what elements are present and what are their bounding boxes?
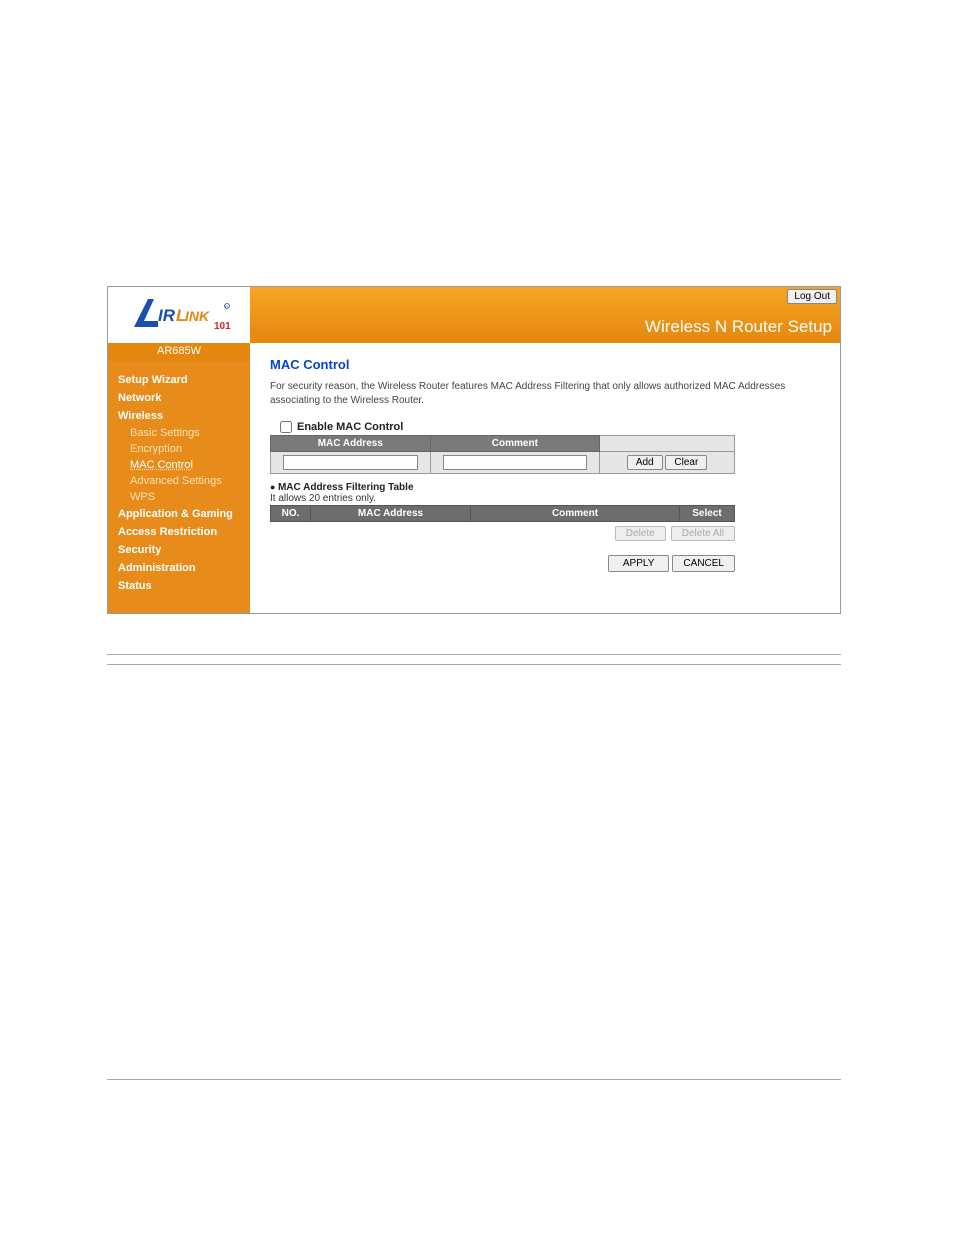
mac-address-input[interactable] <box>283 455 419 470</box>
comment-input[interactable] <box>443 455 588 470</box>
col-mac-address: MAC Address <box>271 436 431 452</box>
header-title: Wireless N Router Setup <box>645 317 832 337</box>
col-mac: MAC Address <box>311 506 471 522</box>
svg-text:101: 101 <box>214 321 231 332</box>
delete-button[interactable]: Delete <box>615 526 666 541</box>
col-comment: Comment <box>430 436 600 452</box>
header-bar: IR L INK 101 R Log Out Wireless N Router… <box>108 287 840 343</box>
svg-text:R: R <box>225 304 228 309</box>
enable-mac-control-checkbox[interactable] <box>280 421 292 433</box>
nav-status[interactable]: Status <box>108 577 250 595</box>
filter-table-sub: It allows 20 entries only. <box>270 493 824 504</box>
page-title: MAC Control <box>270 357 824 372</box>
nav-access-restriction[interactable]: Access Restriction <box>108 523 250 541</box>
filter-table-heading: MAC Address Filtering Table <box>270 482 824 493</box>
nav-network[interactable]: Network <box>108 389 250 407</box>
svg-text:IR: IR <box>158 306 176 325</box>
add-button[interactable]: Add <box>627 455 663 470</box>
page-description: For security reason, the Wireless Router… <box>270 380 810 407</box>
nav-security[interactable]: Security <box>108 541 250 559</box>
nav-wireless-encryption[interactable]: Encryption <box>108 441 250 457</box>
router-admin-window: IR L INK 101 R Log Out Wireless N Router… <box>107 286 841 614</box>
logout-button[interactable]: Log Out <box>787 289 837 304</box>
mac-filter-table: NO. MAC Address Comment Select <box>270 505 735 522</box>
divider-1 <box>107 654 841 655</box>
enable-label: Enable MAC Control <box>297 421 403 433</box>
nav-wireless-basic[interactable]: Basic Settings <box>108 425 250 441</box>
content-area: MAC Control For security reason, the Wir… <box>250 343 840 613</box>
nav-setup-wizard[interactable]: Setup Wizard <box>108 371 250 389</box>
nav-wireless-advanced[interactable]: Advanced Settings <box>108 473 250 489</box>
svg-text:INK: INK <box>185 308 210 324</box>
clear-button[interactable]: Clear <box>665 455 707 470</box>
logo-box: IR L INK 101 R <box>108 287 250 343</box>
divider-3 <box>107 1079 841 1080</box>
apply-button[interactable]: APPLY <box>608 555 670 572</box>
mac-add-table: MAC Address Comment Add Clear <box>270 435 735 474</box>
col-no: NO. <box>271 506 311 522</box>
nav-app-gaming[interactable]: Application & Gaming <box>108 505 250 523</box>
model-label: AR685W <box>108 343 250 361</box>
nav-administration[interactable]: Administration <box>108 559 250 577</box>
col-comment2: Comment <box>471 506 680 522</box>
nav-wireless[interactable]: Wireless <box>108 407 250 425</box>
divider-2 <box>107 664 841 665</box>
sidebar-nav: AR685W Setup Wizard Network Wireless Bas… <box>108 343 250 613</box>
delete-all-button[interactable]: Delete All <box>671 526 735 541</box>
enable-mac-control-row[interactable]: Enable MAC Control <box>280 421 824 433</box>
cancel-button[interactable]: CANCEL <box>672 555 735 572</box>
nav-wireless-mac-control[interactable]: MAC Control <box>108 457 250 473</box>
col-select: Select <box>680 506 735 522</box>
airlink-logo-icon: IR L INK 101 R <box>124 293 234 337</box>
nav-wireless-wps[interactable]: WPS <box>108 489 250 505</box>
